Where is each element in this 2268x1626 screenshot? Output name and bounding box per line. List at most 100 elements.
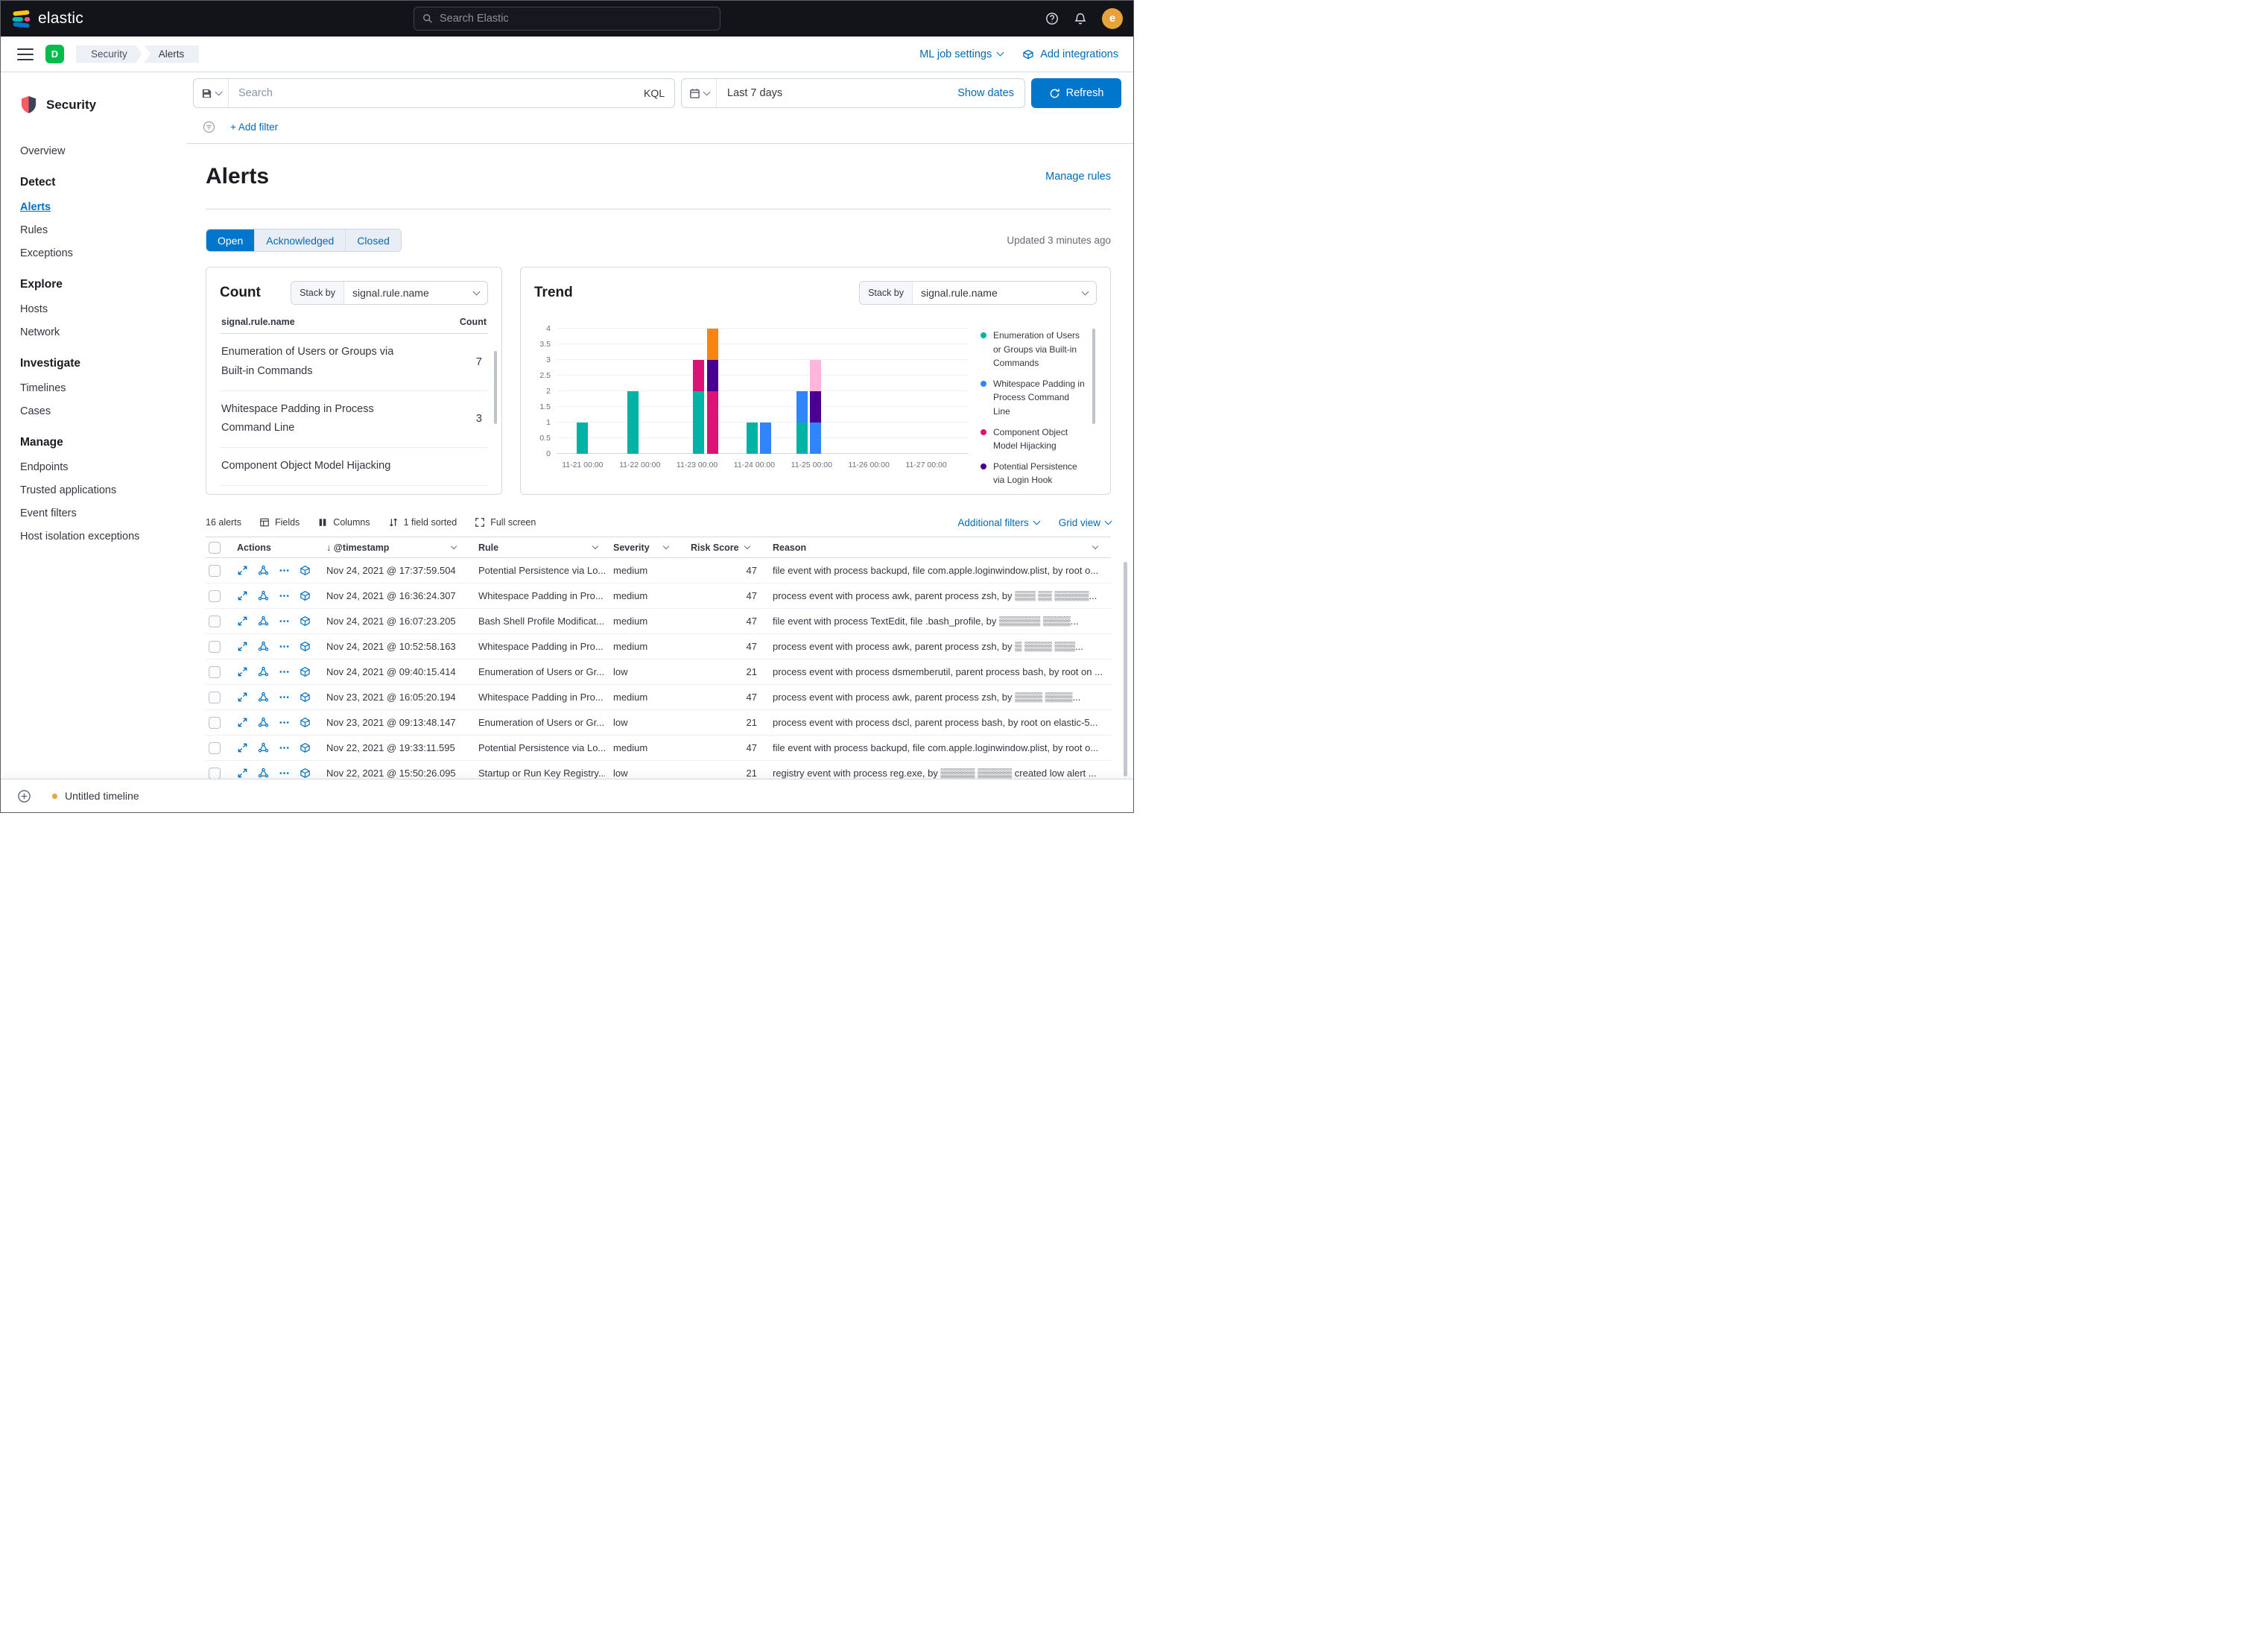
row-checkbox[interactable]	[209, 665, 221, 678]
show-dates-button[interactable]: Show dates	[957, 87, 1014, 99]
global-search-input[interactable]	[440, 13, 712, 25]
sidebar-item-exceptions[interactable]: Exceptions	[20, 247, 73, 259]
row-checkbox[interactable]	[209, 741, 221, 754]
grid-view-button[interactable]: Grid view	[1059, 517, 1112, 528]
alert-reason[interactable]: file event with process backupd, file co…	[773, 565, 1099, 576]
sidebar-item-network[interactable]: Network	[20, 326, 60, 338]
analyze-event-icon[interactable]	[300, 768, 311, 779]
sidebar-item-rules[interactable]: Rules	[20, 224, 48, 236]
more-actions-icon[interactable]	[279, 590, 290, 601]
filter-in-circle-icon[interactable]	[203, 121, 215, 133]
more-actions-icon[interactable]	[279, 768, 290, 779]
investigate-in-timeline-icon[interactable]	[258, 692, 269, 703]
alert-reason[interactable]: process event with process dscl, parent …	[773, 717, 1098, 728]
expand-alert-icon[interactable]	[237, 641, 248, 652]
help-icon[interactable]	[1045, 12, 1059, 25]
more-actions-icon[interactable]	[279, 717, 290, 728]
sidebar-item-timelines[interactable]: Timelines	[20, 382, 66, 394]
sort-fields-button[interactable]: 1 field sorted	[388, 517, 457, 528]
investigate-in-timeline-icon[interactable]	[258, 590, 269, 601]
legend-item[interactable]: Potential Persistence via Login Hook	[981, 460, 1097, 485]
investigate-in-timeline-icon[interactable]	[258, 565, 269, 576]
status-filter-closed[interactable]: Closed	[345, 230, 401, 251]
status-filter-acknowledged[interactable]: Acknowledged	[254, 230, 346, 251]
count-scrollbar[interactable]	[494, 351, 497, 424]
alert-reason[interactable]: process event with process dsmemberutil,…	[773, 666, 1103, 677]
investigate-in-timeline-icon[interactable]	[258, 641, 269, 652]
plus-circle-icon[interactable]	[17, 789, 31, 803]
space-selector[interactable]: D	[45, 45, 64, 63]
alert-reason[interactable]: process event with process awk, parent p…	[773, 692, 1081, 703]
investigate-in-timeline-icon[interactable]	[258, 666, 269, 677]
column-header-severity[interactable]: Severity	[605, 542, 676, 553]
full-screen-button[interactable]: Full screen	[475, 517, 536, 528]
alert-rule[interactable]: Bash Shell Profile Modificat...	[478, 616, 605, 627]
more-actions-icon[interactable]	[279, 742, 290, 753]
trend-bar[interactable]	[693, 329, 705, 454]
alert-reason[interactable]: file event with process backupd, file co…	[773, 742, 1099, 753]
trend-bar[interactable]	[809, 329, 821, 454]
count-stack-by-select[interactable]: signal.rule.name	[344, 287, 487, 299]
trend-bar[interactable]	[796, 329, 808, 454]
untitled-timeline-button[interactable]: Untitled timeline	[65, 790, 139, 802]
expand-alert-icon[interactable]	[237, 616, 248, 627]
row-checkbox[interactable]	[209, 691, 221, 703]
trend-bar[interactable]	[577, 329, 589, 454]
column-header-risk-score[interactable]: Risk Score	[676, 542, 765, 553]
analyze-event-icon[interactable]	[300, 742, 311, 753]
row-checkbox[interactable]	[209, 767, 221, 779]
row-checkbox[interactable]	[209, 564, 221, 577]
additional-filters-button[interactable]: Additional filters	[957, 517, 1041, 528]
investigate-in-timeline-icon[interactable]	[258, 717, 269, 728]
vertical-scrollbar[interactable]	[1124, 562, 1127, 776]
breadcrumb-security[interactable]: Security	[76, 45, 142, 63]
saved-query-menu-button[interactable]	[194, 79, 229, 107]
trend-bar[interactable]	[759, 329, 771, 454]
row-checkbox[interactable]	[209, 615, 221, 627]
investigate-in-timeline-icon[interactable]	[258, 768, 269, 779]
sidebar-item-event-filters[interactable]: Event filters	[20, 507, 77, 519]
more-actions-icon[interactable]	[279, 692, 290, 703]
more-actions-icon[interactable]	[279, 666, 290, 677]
count-rule-name[interactable]: Whitespace Padding in Process Command Li…	[221, 402, 374, 434]
alert-reason[interactable]: registry event with process reg.exe, by …	[773, 768, 1097, 779]
expand-alert-icon[interactable]	[237, 666, 248, 677]
expand-alert-icon[interactable]	[237, 590, 248, 601]
investigate-in-timeline-icon[interactable]	[258, 616, 269, 627]
alert-rule[interactable]: Enumeration of Users or Gr...	[478, 666, 605, 677]
date-range-value[interactable]: Last 7 days	[727, 87, 783, 99]
user-avatar[interactable]: e	[1102, 8, 1123, 29]
trend-stack-by-select[interactable]: signal.rule.name	[913, 287, 1096, 299]
analyze-event-icon[interactable]	[300, 616, 311, 627]
refresh-button[interactable]: Refresh	[1031, 78, 1121, 108]
global-search[interactable]	[414, 7, 720, 31]
alert-rule[interactable]: Whitespace Padding in Pro...	[478, 590, 604, 601]
legend-scrollbar[interactable]	[1092, 329, 1095, 424]
sidebar-item-endpoints[interactable]: Endpoints	[20, 461, 69, 473]
row-checkbox[interactable]	[209, 716, 221, 729]
trend-bar[interactable]	[627, 329, 639, 454]
expand-alert-icon[interactable]	[237, 692, 248, 703]
investigate-in-timeline-icon[interactable]	[258, 742, 269, 753]
column-header-rule[interactable]: Rule	[463, 542, 605, 553]
expand-alert-icon[interactable]	[237, 717, 248, 728]
count-rule-name[interactable]: Enumeration of Users or Groups via Built…	[221, 346, 394, 377]
kql-badge[interactable]: KQL	[643, 87, 665, 99]
sidebar-item-host-isolation-exceptions[interactable]: Host isolation exceptions	[20, 531, 140, 542]
analyze-event-icon[interactable]	[300, 717, 311, 728]
menu-icon[interactable]	[17, 48, 34, 60]
alert-reason[interactable]: process event with process awk, parent p…	[773, 590, 1097, 601]
add-integrations-button[interactable]: Add integrations	[1022, 48, 1118, 60]
expand-alert-icon[interactable]	[237, 768, 248, 779]
sidebar-item-alerts[interactable]: Alerts	[20, 201, 51, 213]
more-actions-icon[interactable]	[279, 565, 290, 576]
trend-bar[interactable]	[746, 329, 758, 454]
analyze-event-icon[interactable]	[300, 641, 311, 652]
fields-button[interactable]: Fields	[259, 517, 300, 528]
alert-reason[interactable]: file event with process TextEdit, file .…	[773, 616, 1079, 627]
trend-bar[interactable]	[706, 329, 718, 454]
alert-rule[interactable]: Whitespace Padding in Pro...	[478, 641, 604, 652]
analyze-event-icon[interactable]	[300, 565, 311, 576]
more-actions-icon[interactable]	[279, 641, 290, 652]
analyze-event-icon[interactable]	[300, 590, 311, 601]
